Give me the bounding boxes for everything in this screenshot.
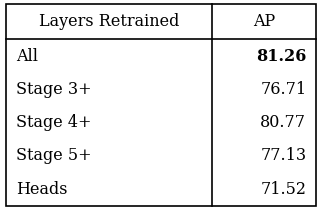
Text: 76.71: 76.71 xyxy=(260,81,306,98)
Text: 80.77: 80.77 xyxy=(260,114,306,131)
Text: Stage 3+: Stage 3+ xyxy=(16,81,91,98)
Text: AP: AP xyxy=(253,13,275,30)
Text: All: All xyxy=(16,48,38,65)
Text: Heads: Heads xyxy=(16,181,67,198)
Text: Stage 4+: Stage 4+ xyxy=(16,114,91,131)
Bar xyxy=(6,4,316,39)
Text: 77.13: 77.13 xyxy=(260,147,306,164)
Text: Layers Retrained: Layers Retrained xyxy=(39,13,179,30)
Text: 81.26: 81.26 xyxy=(256,48,306,65)
Text: Stage 5+: Stage 5+ xyxy=(16,147,91,164)
Bar xyxy=(6,39,316,206)
Text: 71.52: 71.52 xyxy=(260,181,306,198)
